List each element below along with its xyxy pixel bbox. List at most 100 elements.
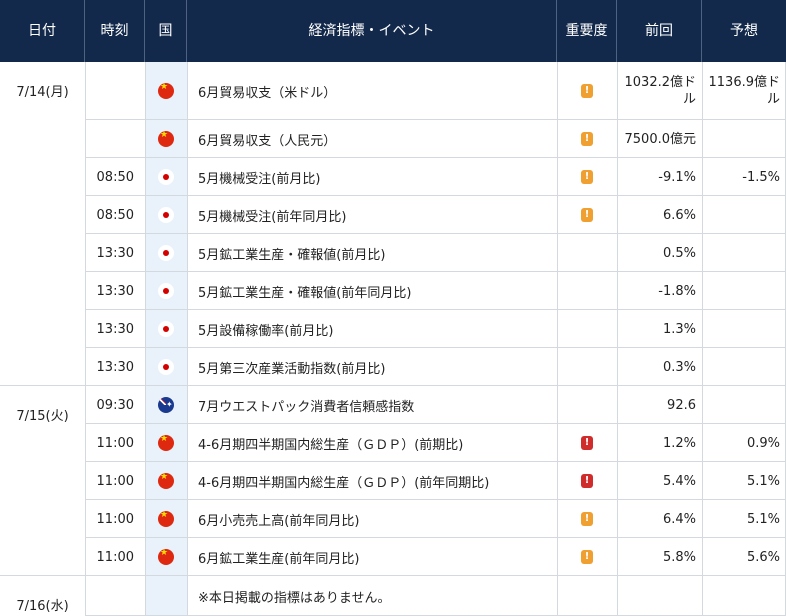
country-cell [145, 576, 187, 616]
forecast-value [702, 386, 786, 424]
divider [617, 62, 618, 616]
event-name: 5月第三次産業活動指数(前月比) [198, 361, 386, 377]
row-divider [85, 119, 786, 120]
event-name: 5月鉱工業生産・確報値(前年同月比) [198, 285, 412, 301]
previous-value: 1.3% [662, 321, 696, 337]
importance-cell: ! [557, 62, 617, 120]
header-time: 時刻 [85, 0, 145, 62]
importance-cell [557, 348, 617, 386]
china-flag-icon [158, 131, 174, 147]
time-cell: 13:30 [96, 245, 134, 261]
forecast-value [702, 310, 786, 348]
header-importance: 重要度 [557, 0, 617, 62]
date-cell [0, 462, 85, 500]
event-name: 5月機械受注(前月比) [198, 171, 321, 187]
table-row: 13:30 5月第三次産業活動指数(前月比) 0.3% [0, 348, 786, 386]
previous-value: 0.5% [662, 245, 696, 261]
table-row: 7/15(火) 09:30 7月ウエストパック消費者信頼感指数 92.6 [0, 386, 786, 424]
time-cell: 11:00 [96, 549, 134, 565]
importance-cell [557, 272, 617, 310]
date-cell: 7/15(火) [16, 409, 69, 424]
importance-cell: ! [557, 120, 617, 158]
date-cell [0, 310, 85, 348]
time-cell: 13:30 [96, 321, 134, 337]
header-country: 国 [145, 0, 187, 62]
row-divider [85, 537, 786, 538]
table-row: 7/14(月) 6月貿易収支（米ドル）! 1032.2億ドル 1136.9億ドル [0, 62, 786, 120]
importance-cell: ! [557, 158, 617, 196]
date-cell [0, 538, 85, 576]
previous-value: 5.4% [662, 473, 696, 489]
forecast-value: 5.1% [746, 473, 780, 489]
previous-value [617, 576, 702, 616]
event-name: ※本日掲載の指標はありません。 [198, 590, 391, 606]
table-row: 11:00 4-6月期四半期国内総生産（ＧＤＰ）(前期比)! 1.2% 0.9% [0, 424, 786, 462]
importance-cell [557, 234, 617, 272]
date-cell [0, 196, 85, 234]
row-divider [85, 233, 786, 234]
table-header: 日付 時刻 国 経済指標・イベント 重要度 前回 予想 [0, 0, 786, 62]
date-cell: 7/14(月) [16, 85, 69, 100]
time-cell: 08:50 [96, 207, 134, 223]
importance-cell: ! [557, 538, 617, 576]
header-forecast: 予想 [730, 23, 758, 39]
japan-flag-icon [158, 245, 174, 261]
importance-cell [557, 576, 617, 616]
time-cell: 11:00 [96, 435, 134, 451]
forecast-value: 0.9% [746, 435, 780, 451]
time-cell [85, 576, 145, 616]
header-date: 日付 [0, 0, 85, 62]
divider [145, 62, 146, 616]
event-name: 5月鉱工業生産・確報値(前月比) [198, 247, 386, 263]
time-cell: 11:00 [96, 473, 134, 489]
table-row: 08:50 5月機械受注(前年同月比)! 6.6% [0, 196, 786, 234]
country-cell [145, 500, 187, 538]
table-row: 13:30 5月鉱工業生産・確報値(前年同月比) -1.8% [0, 272, 786, 310]
importance-icon: ! [581, 170, 593, 184]
country-cell [145, 424, 187, 462]
japan-flag-icon [158, 321, 174, 337]
table-row: 13:30 5月鉱工業生産・確報値(前月比) 0.5% [0, 234, 786, 272]
row-divider [85, 309, 786, 310]
country-cell [145, 310, 187, 348]
forecast-value [702, 272, 786, 310]
forecast-value [702, 576, 786, 616]
china-flag-icon [158, 435, 174, 451]
previous-value: 0.3% [662, 359, 696, 375]
importance-icon: ! [581, 512, 593, 526]
china-flag-icon [158, 473, 174, 489]
table-row: 7/16(水) ※本日掲載の指標はありません。 [0, 576, 786, 616]
date-cell [0, 158, 85, 196]
previous-value: 92.6 [667, 397, 696, 413]
event-name: 6月鉱工業生産(前年同月比) [198, 551, 360, 567]
importance-icon: ! [581, 208, 593, 222]
country-cell [145, 196, 187, 234]
importance-icon: ! [581, 84, 593, 98]
divider [85, 62, 86, 616]
date-group-divider [0, 385, 786, 386]
importance-icon: ! [581, 132, 593, 146]
event-name: 5月設備稼働率(前月比) [198, 323, 334, 339]
event-name: 4-6月期四半期国内総生産（ＧＤＰ）(前年同期比) [198, 475, 490, 491]
previous-value: 5.8% [662, 549, 696, 565]
country-cell [145, 386, 187, 424]
time-cell: 09:30 [96, 397, 134, 413]
forecast-value [702, 234, 786, 272]
time-cell [85, 120, 145, 158]
header-previous: 前回 [617, 0, 702, 62]
date-cell [0, 120, 85, 158]
divider [187, 62, 188, 616]
importance-cell [557, 386, 617, 424]
china-flag-icon [158, 549, 174, 565]
row-divider [85, 157, 786, 158]
table-row: 11:00 4-6月期四半期国内総生産（ＧＤＰ）(前年同期比)! 5.4% 5.1% [0, 462, 786, 500]
japan-flag-icon [158, 207, 174, 223]
table-row: 6月貿易収支（人民元）! 7500.0億元 [0, 120, 786, 158]
previous-value: -9.1% [658, 169, 696, 185]
date-cell [0, 234, 85, 272]
japan-flag-icon [158, 359, 174, 375]
date-cell [0, 348, 85, 386]
importance-cell: ! [557, 196, 617, 234]
japan-flag-icon [158, 169, 174, 185]
china-flag-icon [158, 511, 174, 527]
